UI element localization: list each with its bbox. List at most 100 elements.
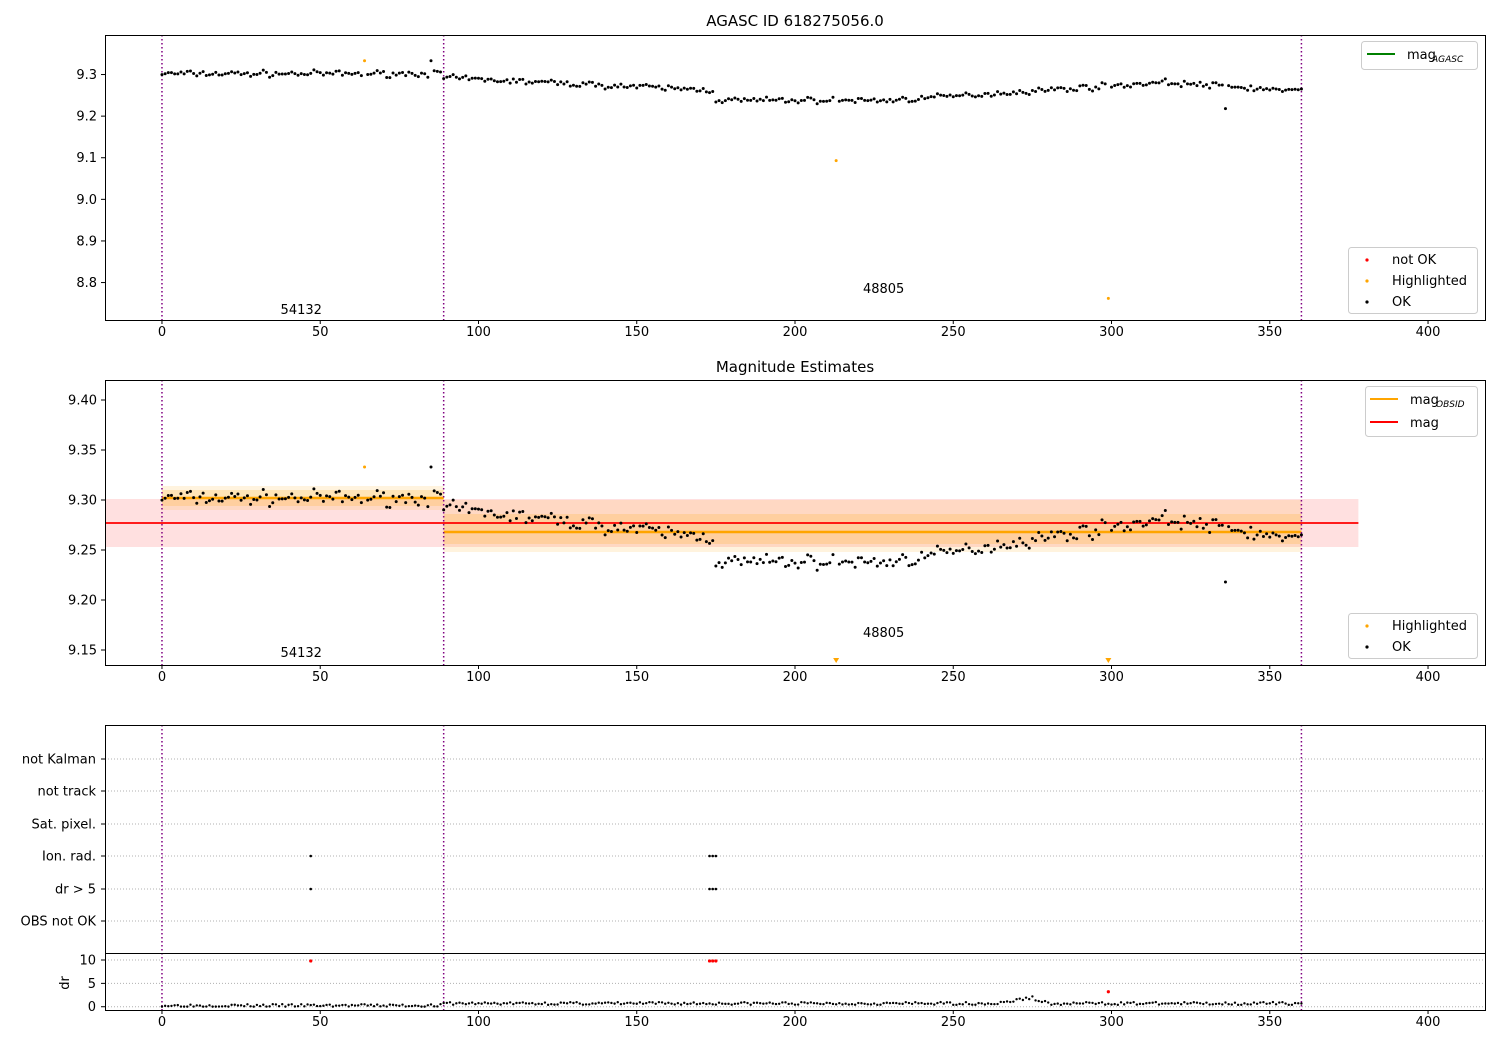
x-tick-label: 250	[941, 1015, 966, 1030]
ok-point	[486, 509, 490, 513]
ok-point	[287, 495, 291, 499]
ok-point	[1211, 81, 1215, 85]
dr-point	[888, 1001, 892, 1005]
ok-point	[603, 533, 607, 537]
ok-point	[223, 496, 227, 500]
ok-point	[828, 99, 832, 103]
ok-point	[508, 519, 512, 523]
y-tick-label: 9.35	[68, 444, 97, 459]
dr-point	[1012, 1000, 1015, 1003]
ok-point	[258, 71, 262, 75]
ok-point	[1002, 91, 1006, 95]
dr-point	[1240, 1003, 1243, 1006]
dr-point	[515, 1001, 518, 1005]
ok-point	[192, 496, 196, 500]
ok-point	[1217, 83, 1221, 87]
ok-point	[306, 73, 310, 77]
ok-point	[673, 87, 677, 91]
flag-point	[714, 887, 718, 891]
ok-point	[992, 93, 996, 97]
ok-point	[910, 99, 914, 103]
ok-point	[863, 98, 867, 102]
ok-point	[1204, 83, 1208, 87]
dr-point	[1018, 997, 1021, 1000]
dr-point	[891, 1001, 895, 1005]
ok-point	[708, 541, 712, 545]
ok-point	[799, 99, 803, 103]
dr-point	[724, 1002, 727, 1006]
ok-point	[736, 97, 740, 101]
ok-point	[1081, 524, 1085, 528]
ok-point	[268, 75, 272, 79]
ok-point	[252, 72, 256, 76]
ok-point	[207, 73, 211, 77]
ok-point	[1100, 81, 1104, 85]
ok-point	[1129, 528, 1133, 532]
dr-point	[347, 1005, 350, 1008]
dr-point	[657, 1000, 661, 1004]
ok-point	[353, 71, 357, 75]
ok-point	[961, 548, 965, 552]
dr-point	[895, 1001, 898, 1005]
ok-point	[318, 71, 322, 75]
dr-point	[448, 1001, 452, 1004]
ok-point	[695, 89, 699, 93]
ok-point	[1214, 81, 1218, 85]
ok-point	[676, 86, 680, 90]
dr-point	[1059, 1003, 1063, 1007]
ok-point	[420, 495, 424, 499]
ok-point	[1280, 539, 1284, 543]
ok-point	[939, 547, 943, 551]
dr-point	[1043, 999, 1047, 1003]
ok-point	[416, 75, 420, 79]
dr-point	[961, 1003, 964, 1006]
ok-point	[299, 496, 303, 500]
dr-point	[404, 1005, 407, 1008]
flag-row-label: Sat. pixel.	[32, 818, 96, 833]
dr-point	[512, 1002, 515, 1006]
ok-point	[844, 559, 848, 563]
dr-point	[755, 1001, 759, 1004]
dr-point	[812, 1001, 816, 1005]
ok-point	[875, 100, 879, 104]
ok-point	[1185, 520, 1189, 524]
ok-point	[166, 494, 170, 498]
dr-not-ok-point	[707, 959, 712, 963]
ok-point	[293, 72, 297, 76]
ok-point	[660, 87, 664, 91]
ok-point	[647, 84, 651, 88]
ok-point	[1103, 521, 1107, 525]
dr-point	[575, 1000, 578, 1004]
dr-point	[654, 1002, 657, 1005]
ok-point	[1110, 528, 1114, 532]
dr-point	[819, 1002, 822, 1006]
dr-point	[828, 1001, 832, 1005]
x-tick-label: 100	[466, 1015, 491, 1030]
ok-point	[1220, 83, 1224, 87]
dr-point	[458, 1001, 461, 1004]
ok-point	[948, 93, 952, 97]
ok-point	[723, 561, 727, 565]
dr-point	[1005, 1000, 1009, 1003]
ok-point	[660, 533, 664, 537]
dr-point	[736, 1002, 740, 1005]
ok-point	[1122, 85, 1126, 89]
dr-point	[917, 1002, 920, 1005]
ok-point	[1284, 88, 1288, 92]
dr-point	[1066, 1002, 1069, 1005]
dr-point	[721, 1002, 724, 1005]
dr-point	[198, 1004, 202, 1007]
ok-point	[344, 494, 348, 498]
ok-point	[809, 554, 813, 558]
ok-point	[568, 526, 572, 530]
ok-point	[685, 534, 689, 538]
ok-point	[489, 77, 493, 81]
x-tick-label: 250	[941, 325, 966, 340]
dr-point	[578, 1002, 581, 1005]
ok-point	[530, 519, 534, 523]
dr-point	[1202, 1002, 1205, 1006]
dr-point	[369, 1003, 373, 1006]
ok-point	[1265, 532, 1269, 536]
ok-point	[888, 558, 892, 562]
ok-point	[540, 514, 544, 518]
